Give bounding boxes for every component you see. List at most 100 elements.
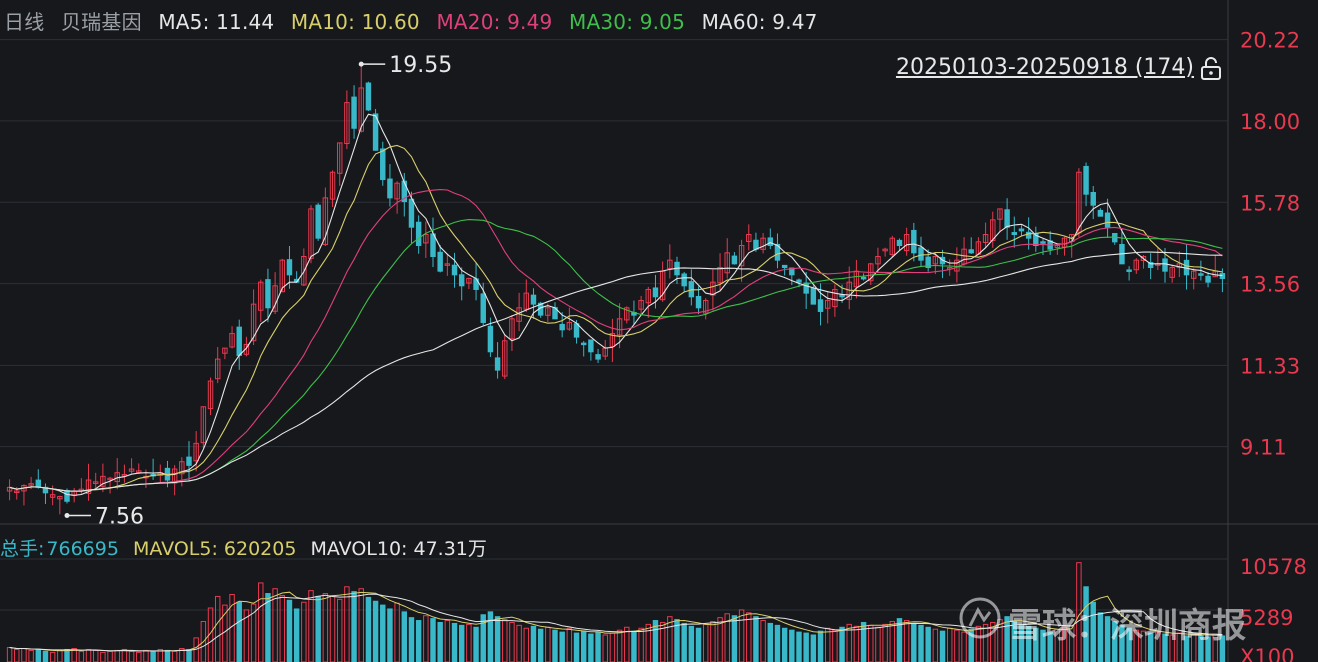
volume-bar xyxy=(810,634,817,662)
candle-body xyxy=(896,239,903,247)
candle-body xyxy=(616,318,623,336)
volume-bar xyxy=(100,651,106,662)
candle-body xyxy=(107,477,113,481)
candle-body xyxy=(882,248,888,252)
total-volume-label: 总手: xyxy=(0,538,45,560)
ma60-label: MA60: 9.47 xyxy=(701,10,818,34)
candle-body xyxy=(695,295,702,309)
volume-bar xyxy=(889,621,896,662)
candle-body xyxy=(1198,273,1204,276)
volume-bar xyxy=(523,627,530,662)
volume-bar xyxy=(329,594,336,662)
candle-body xyxy=(250,303,257,342)
ma10-label: MA10: 10.60 xyxy=(290,10,420,34)
volume-bar xyxy=(21,648,27,662)
volume-bar xyxy=(516,624,522,662)
mavol10-label: MAVOL10: 47.31万 xyxy=(310,538,487,560)
candle-body xyxy=(760,237,766,250)
volume-bar xyxy=(458,624,465,662)
volume-bar xyxy=(573,632,580,662)
lock-open-icon[interactable] xyxy=(1200,57,1222,81)
volume-bar xyxy=(394,602,400,662)
volume-bar xyxy=(344,586,350,662)
volume-bar xyxy=(616,629,623,662)
volume-bar xyxy=(57,649,63,662)
candle-body xyxy=(1133,259,1140,271)
candle-body xyxy=(767,237,774,247)
volume-bar xyxy=(595,631,601,662)
candle-body xyxy=(487,325,494,353)
candle-body xyxy=(64,489,70,502)
volume-bar xyxy=(243,609,250,662)
high-annotation-dot xyxy=(358,61,364,67)
price-tick-label: 15.78 xyxy=(1240,191,1300,215)
candle-body xyxy=(1190,270,1197,279)
volume-tick-label: 5289 xyxy=(1240,606,1293,630)
candle-body xyxy=(1169,266,1175,278)
volume-bar xyxy=(738,609,745,662)
candle-body xyxy=(336,142,343,174)
candle-body xyxy=(286,259,293,276)
volume-bar xyxy=(717,617,723,662)
candle-body xyxy=(179,461,185,475)
volume-bar xyxy=(179,648,185,662)
candle-body xyxy=(746,234,752,242)
candle-body xyxy=(502,340,508,377)
volume-bar xyxy=(444,620,451,662)
volume-bar xyxy=(423,615,429,662)
candle-body xyxy=(315,204,321,239)
volume-bar xyxy=(502,619,508,662)
candle-body xyxy=(430,233,436,258)
volume-bar xyxy=(566,627,573,662)
candle-body xyxy=(394,182,400,200)
price-tick-label: 11.33 xyxy=(1240,354,1300,378)
candle-body xyxy=(329,171,336,200)
period-label[interactable]: 日线 xyxy=(4,10,45,34)
candle-body xyxy=(365,82,372,111)
candle-body xyxy=(509,318,515,340)
candle-body xyxy=(889,237,896,256)
candle-body xyxy=(667,259,673,269)
candle-body xyxy=(92,481,99,484)
volume-bar xyxy=(121,648,128,662)
volume-bar xyxy=(875,626,881,662)
candle-body xyxy=(624,307,630,321)
volume-bar xyxy=(832,629,838,662)
volume-bar xyxy=(545,626,551,662)
volume-bar xyxy=(365,596,372,662)
date-range-label[interactable]: 20250103-20250918 (174) xyxy=(895,55,1194,80)
candle-body xyxy=(344,102,350,145)
candle-body xyxy=(817,299,824,312)
volume-bar xyxy=(1033,627,1039,662)
candle-body xyxy=(738,245,745,267)
candle-body xyxy=(451,264,458,276)
volume-bar xyxy=(1083,586,1089,662)
volume-bar xyxy=(1011,621,1018,662)
candle-body xyxy=(566,321,573,330)
volume-header: 总手: 766695 MAVOL5: 620205 MAVOL10: 47.31万 xyxy=(0,534,495,561)
volume-bar xyxy=(1219,635,1226,662)
volume-bar xyxy=(236,601,242,662)
candle-body xyxy=(423,234,429,244)
price-tick-label: 9.11 xyxy=(1240,436,1287,460)
xueqiu-logo-icon xyxy=(959,597,1001,639)
stock-name: 贝瑞基因 xyxy=(60,10,142,34)
candle-body xyxy=(609,332,616,347)
volume-bar xyxy=(982,623,989,662)
candle-body xyxy=(494,357,501,371)
candle-body xyxy=(458,274,465,287)
candle-body xyxy=(731,255,738,265)
volume-bar xyxy=(580,630,587,662)
candle-body xyxy=(415,221,422,247)
candle-body xyxy=(408,198,415,228)
candle-body xyxy=(580,342,587,346)
chart-header: 日线 贝瑞基因 MA5: 11.44 MA10: 10.60 MA20: 9.4… xyxy=(4,6,828,35)
volume-bar xyxy=(200,621,207,662)
candle-body xyxy=(351,96,357,129)
volume-bar xyxy=(415,620,422,662)
volume-bar xyxy=(796,631,802,662)
candle-body xyxy=(6,486,13,492)
volume-bar xyxy=(537,628,544,662)
candle-body xyxy=(573,323,580,338)
volume-bar xyxy=(1047,631,1053,662)
